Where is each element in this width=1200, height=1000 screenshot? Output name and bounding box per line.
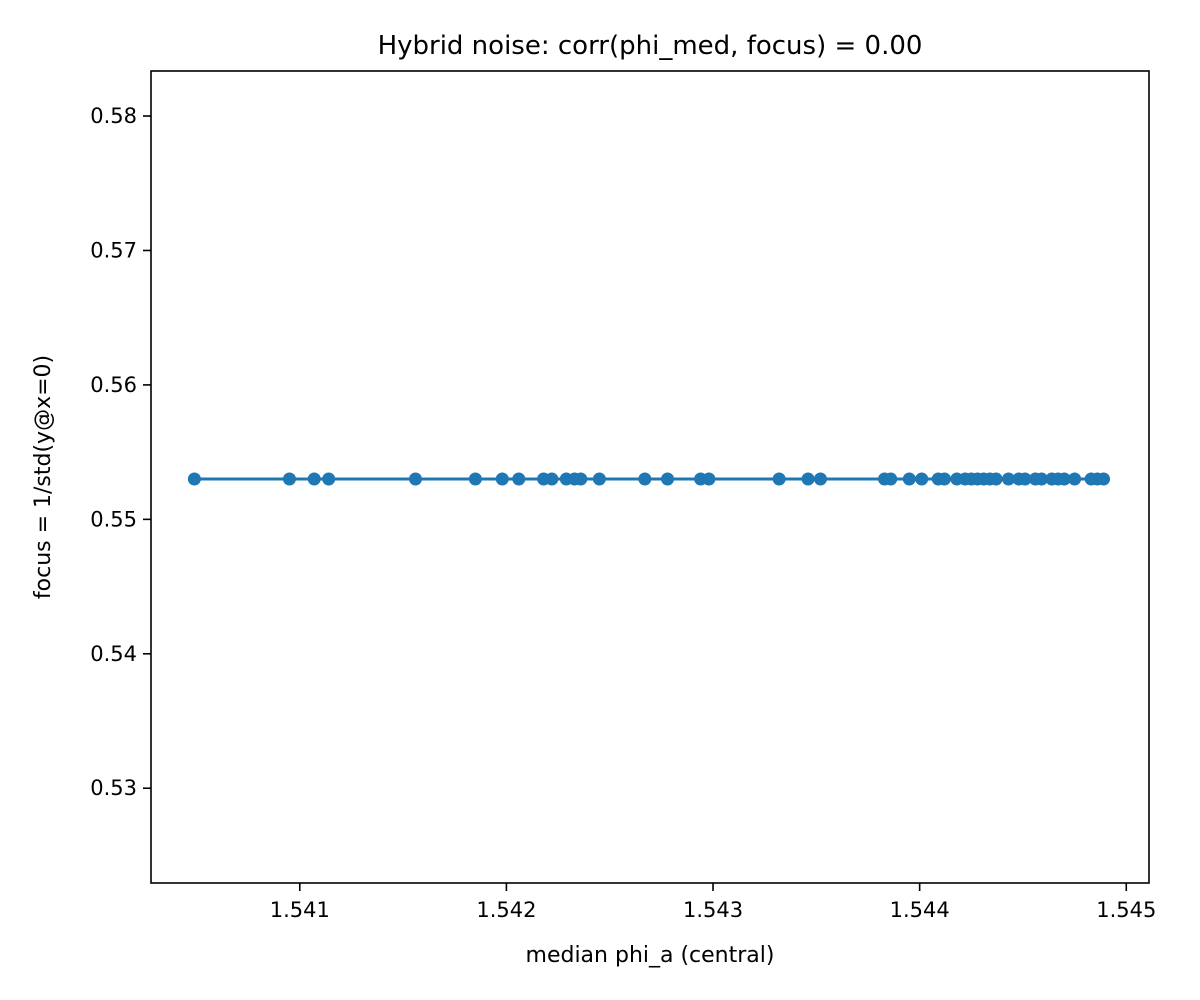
- y-tick-label: 0.54: [90, 642, 137, 666]
- series-layer: [187, 472, 1111, 486]
- data-point: [1097, 472, 1111, 486]
- data-point: [468, 472, 482, 486]
- data-point: [661, 472, 675, 486]
- data-point: [884, 472, 898, 486]
- data-point: [638, 472, 652, 486]
- plot-frame: [150, 70, 1150, 884]
- data-point: [512, 472, 526, 486]
- data-point: [1057, 472, 1071, 486]
- y-axis: 0.53 0.54 0.55 0.56 0.57 0.58: [90, 104, 151, 800]
- data-point: [989, 472, 1003, 486]
- data-point: [592, 472, 606, 486]
- data-point: [702, 472, 716, 486]
- x-tick-label: 1.544: [890, 898, 950, 922]
- data-point: [307, 472, 321, 486]
- y-tick-label: 0.56: [90, 373, 137, 397]
- x-axis: 1.541 1.542 1.543 1.544 1.545: [270, 883, 1156, 922]
- y-tick-label: 0.55: [90, 507, 137, 531]
- chart-title: Hybrid noise: corr(phi_med, focus) = 0.0…: [378, 31, 923, 61]
- data-point: [322, 472, 336, 486]
- data-point: [915, 472, 929, 486]
- data-point: [902, 472, 916, 486]
- data-point: [187, 472, 201, 486]
- data-point: [937, 472, 951, 486]
- data-point: [408, 472, 422, 486]
- data-point: [545, 472, 559, 486]
- data-point: [801, 472, 815, 486]
- x-tick-label: 1.543: [683, 898, 743, 922]
- data-point: [282, 472, 296, 486]
- data-point: [1001, 472, 1015, 486]
- x-tick-label: 1.545: [1096, 898, 1156, 922]
- data-point: [495, 472, 509, 486]
- y-tick-label: 0.58: [90, 104, 137, 128]
- plot-area: [150, 70, 1150, 884]
- data-point: [1018, 472, 1032, 486]
- y-tick-label: 0.57: [90, 238, 137, 262]
- data-point: [813, 472, 827, 486]
- y-axis-label: focus = 1/std(y@x=0): [31, 355, 56, 599]
- data-point: [1068, 472, 1082, 486]
- data-point: [1035, 472, 1049, 486]
- data-point: [574, 472, 588, 486]
- y-tick-label: 0.53: [90, 776, 137, 800]
- data-point: [772, 472, 786, 486]
- x-tick-label: 1.541: [270, 898, 330, 922]
- x-tick-label: 1.542: [476, 898, 536, 922]
- x-axis-label: median phi_a (central): [526, 943, 775, 968]
